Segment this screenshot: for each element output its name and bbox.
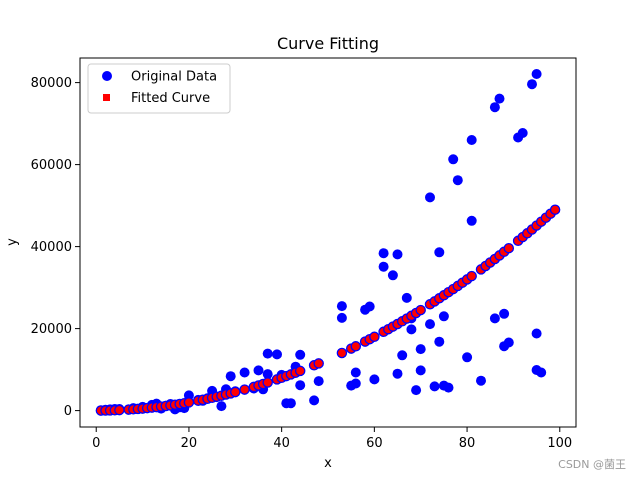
data-point-original [531,69,542,79]
data-point-original [378,261,389,272]
data-point-original [411,385,422,396]
data-point-original [448,154,459,165]
data-point-original [536,367,547,378]
data-point-original [527,79,537,90]
legend: Original Data Fitted Curve [87,63,231,114]
data-point-original [462,352,473,363]
data-point-original [253,365,264,376]
data-point-original [387,270,398,281]
data-point-original [285,398,296,409]
data-point-original [309,395,320,406]
data-point-fitted [466,270,477,282]
data-point-fitted [239,384,250,395]
data-point-original [392,368,403,379]
data-point-fitted [503,242,515,254]
data-point-original [313,376,324,387]
data-point-fitted [415,304,426,316]
data-point-original [415,344,426,355]
data-point-original [452,175,463,186]
data-point-original [392,249,403,260]
data-point-original [272,349,282,360]
data-point-original [397,350,408,361]
data-point-fitted [114,404,125,416]
legend-label-original: Original Data [131,70,217,85]
data-point-original [295,349,306,360]
data-point-original [434,247,445,258]
data-point-original [364,301,375,312]
data-point-original [415,365,426,376]
data-point-original [350,378,361,389]
data-point-original [494,93,505,104]
y-tick-label: 60000 [31,158,72,173]
data-point-fitted [313,358,324,369]
data-point-original [425,319,435,330]
data-point-fitted [350,341,362,352]
legend-square-marker [103,94,110,101]
data-point-original [531,328,542,339]
data-point-original [429,381,440,392]
y-tick-label: 0 [64,404,72,419]
data-point-original [378,248,389,259]
data-point-original [225,371,236,382]
data-point-fitted [262,377,273,388]
x-axis-ticks: 0 20 40 60 80 100 [92,427,572,451]
y-tick-label: 80000 [31,76,72,91]
data-point-original [434,336,445,347]
data-point-original [476,375,486,386]
data-point-original [350,367,361,378]
data-point-original [262,348,273,359]
chart-title: Curve Fitting [277,34,379,53]
data-point-original [239,367,250,378]
data-point-fitted [183,397,195,408]
data-point-original [466,135,477,145]
data-point-original [336,301,347,312]
data-point-original [262,369,273,380]
data-point-original [295,380,306,391]
x-tick-label: 100 [547,436,572,451]
data-point-original [438,311,449,322]
data-point-fitted [294,365,306,377]
y-axis-ticks: 0 20000 40000 60000 80000 [31,76,80,419]
data-point-original [503,337,514,348]
data-point-original [425,192,435,203]
y-tick-label: 20000 [31,322,72,337]
y-tick-label: 40000 [31,240,72,255]
data-point-fitted [369,331,380,343]
data-point-original [406,324,417,335]
x-axis-label: x [324,456,332,471]
data-point-original [443,382,454,393]
plot-frame [79,57,577,428]
x-tick-label: 0 [92,436,100,451]
data-point-original [369,374,380,385]
legend-label-fitted: Fitted Curve [131,91,210,106]
data-point-original [216,401,227,412]
watermark: CSDN @菌王 [558,458,626,471]
data-point-fitted [230,386,241,398]
data-point-original [489,102,500,113]
data-point-fitted [549,204,561,215]
data-point-original [489,313,500,324]
legend-frame [87,63,231,114]
data-point-original [336,312,347,323]
data-point-original [499,308,510,319]
x-tick-label: 80 [459,436,476,451]
y-axis-label: y [5,238,20,246]
data-point-original [466,215,477,226]
data-point-fitted [336,347,348,359]
x-tick-label: 40 [273,436,290,451]
data-point-original [401,292,412,303]
x-tick-label: 60 [366,436,383,451]
data-point-original [517,128,528,138]
plot-marks [95,69,561,416]
x-tick-label: 20 [181,436,198,451]
legend-circle-marker [102,71,112,81]
